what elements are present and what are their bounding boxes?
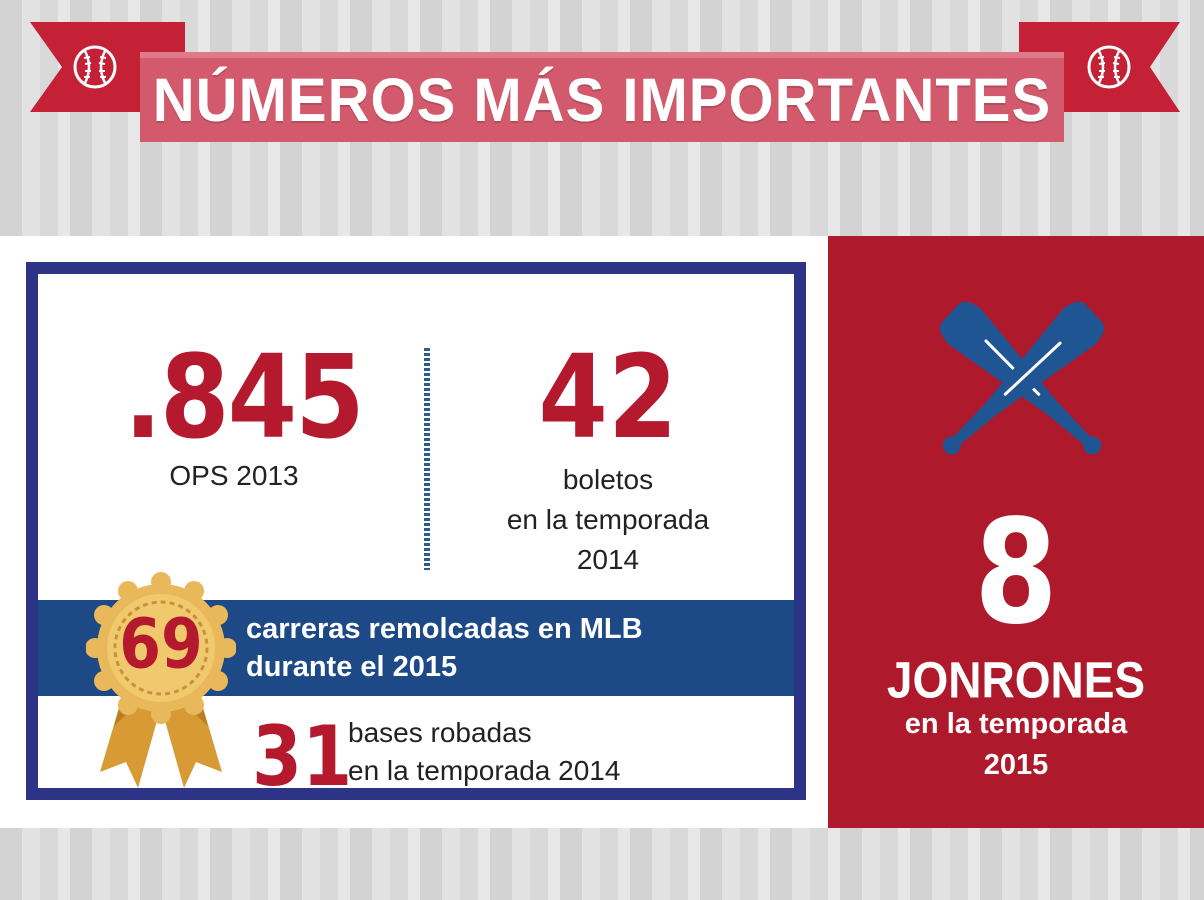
walks-label-line: 2014 [576, 544, 640, 575]
walks-value: 42 [538, 330, 678, 465]
stolen-bases-label-line: en la temporada 2014 [348, 755, 621, 786]
stats-panel: .845 OPS 2013 42 boletos en la temporada… [0, 236, 828, 828]
rbi-label: carreras remolcadas en MLB durante el 20… [246, 610, 786, 686]
stolen-bases-label: bases robadas en la temporada 2014 [348, 714, 778, 790]
home-runs-label: JONRONES [886, 651, 1146, 709]
stolen-bases-label-line: bases robadas [348, 717, 532, 748]
ops-value: .845 [124, 330, 365, 465]
walks-label: boletos en la temporada 2014 [468, 460, 748, 580]
home-runs-sublabel-line: en la temporada [904, 708, 1128, 740]
stolen-bases-value: 31 [252, 708, 353, 805]
rbi-label-line: carreras remolcadas en MLB [246, 613, 643, 645]
home-runs-sublabel-line: 2015 [983, 749, 1049, 781]
rbi-value: 69 [119, 604, 203, 685]
home-runs-value: 8 [974, 490, 1058, 657]
baseball-icon [1087, 45, 1131, 89]
crossed-bats-icon [939, 301, 1105, 455]
award-medal-icon [86, 572, 236, 788]
rbi-label-line: durante el 2015 [246, 651, 458, 683]
walks-label-line: en la temporada [506, 504, 710, 535]
home-runs-panel: 8 JONRONES en la temporada 2015 [828, 236, 1204, 828]
home-runs-sublabel: en la temporada 2015 [828, 704, 1204, 786]
stats-frame: .845 OPS 2013 42 boletos en la temporada… [26, 262, 806, 805]
baseball-icon [73, 45, 117, 89]
banner-ribbon [30, 22, 1180, 142]
walks-label-line: boletos [562, 464, 654, 495]
dotted-divider [424, 348, 430, 570]
title-banner: NÚMEROS MÁS IMPORTANTES [0, 0, 1204, 170]
page-title: NÚMEROS MÁS IMPORTANTES [152, 65, 1052, 135]
ops-label: OPS 2013 [169, 460, 299, 491]
